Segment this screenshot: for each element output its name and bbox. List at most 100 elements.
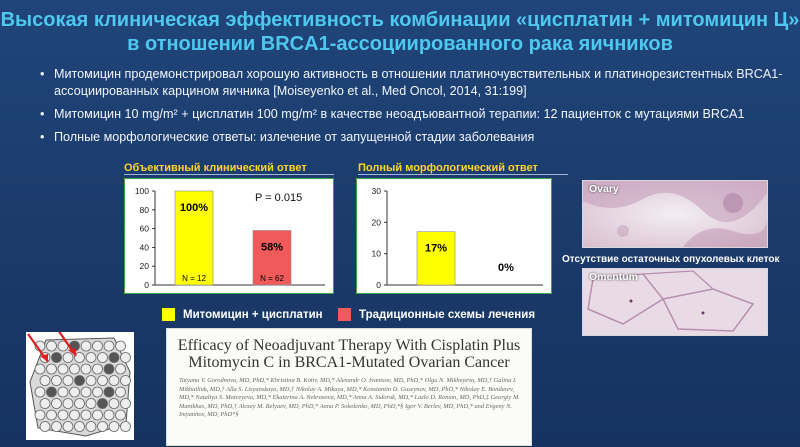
bar-n-label: N = 12 <box>182 274 206 283</box>
p-value-annotation: P = 0.015 <box>255 192 302 204</box>
cell <box>115 386 126 398</box>
cell <box>97 398 108 409</box>
cell <box>97 375 108 386</box>
paper-authors: Tatyana V. Gorodnova, MD, PhD,* Khristin… <box>179 377 520 419</box>
cell <box>120 398 131 409</box>
cell <box>92 340 103 352</box>
title-line-2: в отношении BRCA1-ассоциированного рака … <box>127 33 673 55</box>
cell <box>103 363 115 375</box>
bullet-item: Полные морфологические ответы: излечение… <box>40 129 800 146</box>
cell <box>80 409 92 421</box>
legend-swatch-red <box>338 308 351 321</box>
cell <box>57 409 69 421</box>
bullet-item: Митомицин 10 mg/m² + цисплатин 100 mg/m²… <box>40 106 800 123</box>
bar-n-label: N = 62 <box>260 274 284 283</box>
cell <box>46 409 57 421</box>
cell <box>92 386 103 398</box>
cell <box>85 352 97 363</box>
y-tick-label: 80 <box>140 205 150 215</box>
cell <box>115 409 126 421</box>
y-tick-label: 0 <box>376 280 381 290</box>
chart2-svg: 0 10 20 30 17% 0% <box>372 186 543 290</box>
cell <box>120 375 131 386</box>
cell <box>69 409 80 421</box>
cell <box>85 375 97 386</box>
cell <box>57 386 69 398</box>
y-tick-label: 40 <box>140 242 150 252</box>
ovary-photo: Ovary <box>582 180 768 248</box>
slide-title: Высокая клиническая эффективность комбин… <box>0 8 800 56</box>
bar-data-label: 58% <box>261 241 283 253</box>
cell <box>115 363 126 375</box>
cell <box>108 352 120 363</box>
chart2-title-underline <box>358 174 568 175</box>
y-tick-label: 60 <box>140 224 150 234</box>
cell <box>51 398 62 409</box>
y-tick-label: 0 <box>144 280 149 290</box>
paper-abstract: Efficacy of Neoadjuvant Therapy With Cis… <box>166 328 532 446</box>
cell <box>69 386 80 398</box>
cell <box>103 386 115 398</box>
cell <box>74 421 85 432</box>
cell <box>46 386 57 398</box>
y-tick-label: 100 <box>135 186 149 196</box>
cell <box>62 398 74 409</box>
cell <box>69 363 80 375</box>
bar <box>416 231 456 286</box>
cell <box>34 386 46 398</box>
cell <box>80 386 92 398</box>
legend-swatch-yellow <box>162 308 175 321</box>
bullet-list: Митомицин продемонстрировал хорошую акти… <box>40 66 800 152</box>
cell <box>108 398 120 409</box>
cell <box>74 352 85 363</box>
cell <box>62 352 74 363</box>
cell <box>108 421 120 432</box>
cell <box>39 398 51 409</box>
cell <box>34 409 46 421</box>
paper-title-line-2: Mitomycin C in BRCA1-Mutated Ovarian Can… <box>188 354 510 371</box>
cell <box>39 375 51 386</box>
cell <box>80 340 92 352</box>
omentum-photo: Omentum <box>582 268 768 336</box>
cell <box>115 340 126 352</box>
cell <box>74 375 85 386</box>
bar <box>252 230 292 286</box>
bar-data-label: 17% <box>425 243 447 255</box>
y-tick-label: 20 <box>140 261 150 271</box>
arrow-right-head <box>68 348 76 356</box>
chart2-title: Полный морфологический ответ <box>358 162 538 174</box>
cell <box>51 421 62 432</box>
y-tick-label: 20 <box>372 217 382 227</box>
cell <box>57 363 69 375</box>
bar <box>174 190 214 286</box>
ovary-label: Ovary <box>589 183 619 195</box>
arrow-left-head <box>40 354 48 362</box>
cell <box>97 352 108 363</box>
chart1-title-underline <box>124 174 334 175</box>
cell <box>85 421 97 432</box>
cell <box>51 375 62 386</box>
cell <box>51 352 62 363</box>
chart1-title: Объективный клинический ответ <box>124 162 307 174</box>
cell <box>46 340 57 352</box>
cell <box>34 363 46 375</box>
legend-label-2: Традиционные схемы лечения <box>359 308 536 321</box>
cell <box>39 421 51 432</box>
tumor-cell-diagram <box>26 329 134 440</box>
omentum-label: Omentum <box>589 271 639 283</box>
cell <box>74 398 85 409</box>
bar-data-label: 100% <box>180 202 208 214</box>
paper-title-line-1: Efficacy of Neoadjuvant Therapy With Cis… <box>177 337 521 354</box>
y-tick-label: 30 <box>372 186 382 196</box>
photo-caption: Отсутствие остаточных опухолевых клеток <box>562 254 780 265</box>
omentum-histology-image <box>583 269 767 335</box>
cell <box>92 409 103 421</box>
chart1-frame: 0 20 40 60 80 100 100% N = 12 58% N = 62 P = 0.015 <box>124 178 334 294</box>
cell <box>80 363 92 375</box>
chart2-frame: 0 10 20 30 17% 0% <box>356 178 552 294</box>
cell-cluster-graphic <box>27 329 131 437</box>
cell <box>120 352 131 363</box>
cell <box>108 375 120 386</box>
bullet-item: Митомицин продемонстрировал хорошую акти… <box>40 66 800 100</box>
cell <box>97 421 108 432</box>
